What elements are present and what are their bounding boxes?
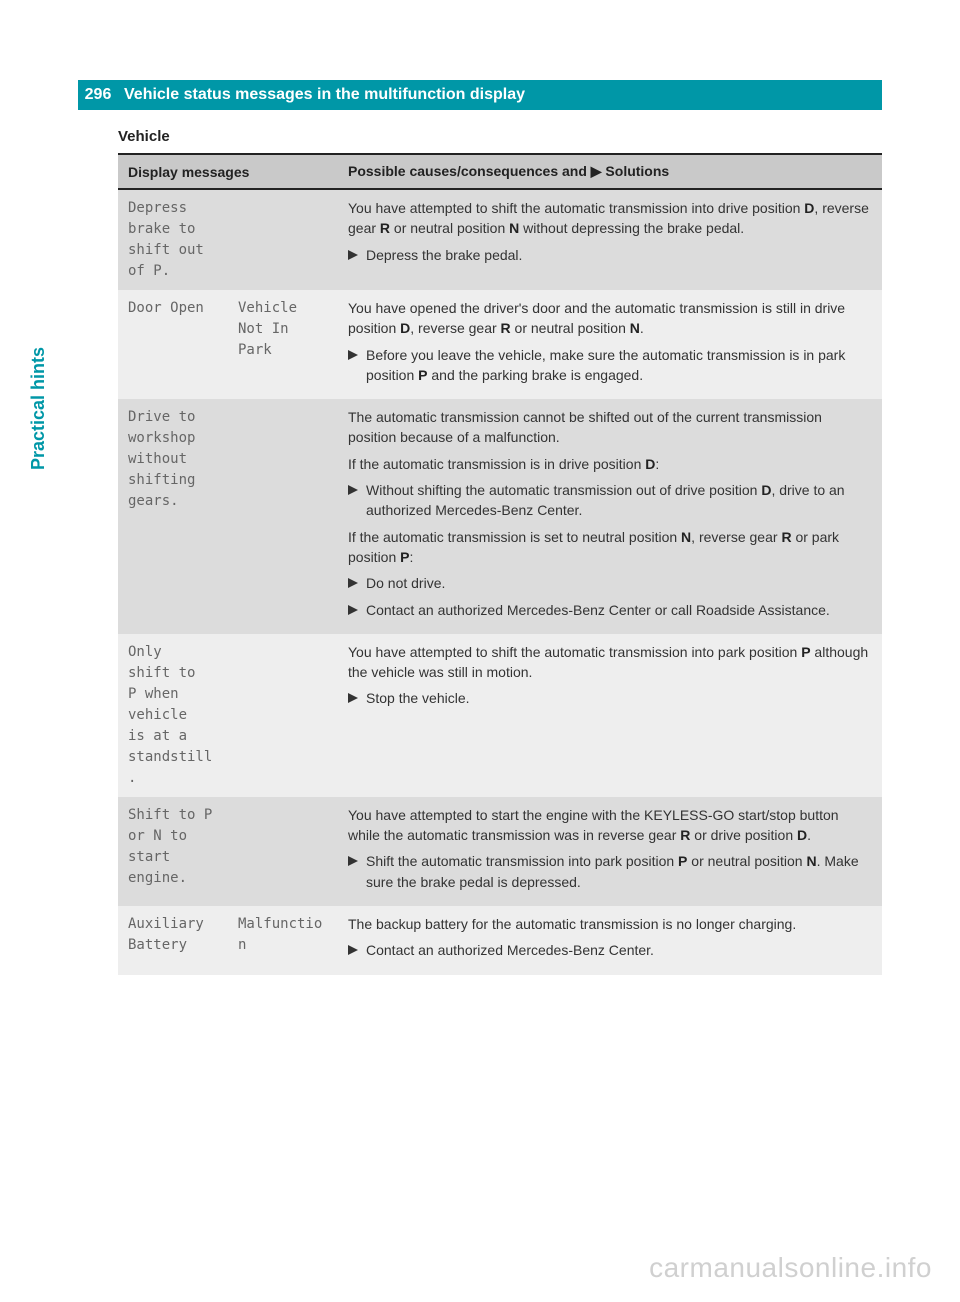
solution-action: Shift the automatic transmission into pa…: [348, 851, 872, 892]
solution-text: If the automatic transmission is in driv…: [348, 454, 872, 474]
action-icon: [348, 345, 362, 386]
solution-cell: You have attempted to shift the automati…: [338, 634, 882, 797]
display-message-secondary: [228, 189, 338, 290]
solution-text: The backup battery for the automatic tra…: [348, 914, 872, 934]
table-row: AuxiliaryBatteryMalfunction The backup ba…: [118, 906, 882, 975]
action-icon: [348, 600, 362, 620]
solution-cell: The automatic transmission cannot be shi…: [338, 399, 882, 634]
solution-text: If the automatic transmission is set to …: [348, 527, 872, 568]
solution-action: Before you leave the vehicle, make sure …: [348, 345, 872, 386]
watermark: carmanualsonline.info: [649, 1252, 932, 1284]
display-message-secondary: [228, 797, 338, 906]
display-message-primary: AuxiliaryBattery: [118, 906, 228, 975]
display-message-secondary: Malfunction: [228, 906, 338, 975]
display-message-primary: Shift to Por N tostartengine.: [118, 797, 228, 906]
col-display-messages: Display messages: [118, 154, 338, 189]
page-number: 296: [78, 86, 118, 104]
messages-table: Display messages Possible causes/consequ…: [118, 153, 882, 975]
solution-action: Contact an authorized Mercedes-Benz Cent…: [348, 940, 872, 960]
side-label: Practical hints: [28, 347, 49, 470]
action-icon: [348, 688, 362, 708]
solution-action: Stop the vehicle.: [348, 688, 872, 708]
page-header: 296 Vehicle status messages in the multi…: [78, 80, 882, 110]
solution-cell: You have opened the driver's door and th…: [338, 290, 882, 399]
display-message-primary: Drive toworkshopwithoutshiftinggears.: [118, 399, 228, 634]
solution-action: Without shifting the automatic transmiss…: [348, 480, 872, 521]
action-icon: [348, 851, 362, 892]
table-row: Depressbrake toshift outof P. You have at…: [118, 189, 882, 290]
table-row: Drive toworkshopwithoutshiftinggears. The…: [118, 399, 882, 634]
section-title: Vehicle: [118, 128, 882, 145]
solution-action: Do not drive.: [348, 573, 872, 593]
solution-action: Contact an authorized Mercedes-Benz Cent…: [348, 600, 872, 620]
display-message-primary: Door Open: [118, 290, 228, 399]
display-message-primary: Depressbrake toshift outof P.: [118, 189, 228, 290]
solution-cell: You have attempted to start the engine w…: [338, 797, 882, 906]
table-row: Onlyshift toP whenvehicleis at astandsti…: [118, 634, 882, 797]
page-title: Vehicle status messages in the multifunc…: [118, 86, 525, 104]
display-message-primary: Onlyshift toP whenvehicleis at astandsti…: [118, 634, 228, 797]
action-icon: [348, 245, 362, 265]
solution-text: You have attempted to start the engine w…: [348, 805, 872, 846]
solution-cell: The backup battery for the automatic tra…: [338, 906, 882, 975]
solution-cell: You have attempted to shift the automati…: [338, 189, 882, 290]
display-message-secondary: [228, 399, 338, 634]
solution-text: You have attempted to shift the automati…: [348, 198, 872, 239]
display-message-secondary: [228, 634, 338, 797]
solution-text: The automatic transmission cannot be shi…: [348, 407, 872, 448]
solution-text: You have attempted to shift the automati…: [348, 642, 872, 683]
col-solutions: Possible causes/consequences and ▶ Solut…: [338, 154, 882, 189]
action-icon: [348, 940, 362, 960]
table-row: Door OpenVehicleNot InParkYou have opene…: [118, 290, 882, 399]
display-message-secondary: VehicleNot InPark: [228, 290, 338, 399]
solution-text: You have opened the driver's door and th…: [348, 298, 872, 339]
action-icon: [348, 480, 362, 521]
solution-action: Depress the brake pedal.: [348, 245, 872, 265]
table-row: Shift to Por N tostartengine. You have at…: [118, 797, 882, 906]
action-icon: [348, 573, 362, 593]
